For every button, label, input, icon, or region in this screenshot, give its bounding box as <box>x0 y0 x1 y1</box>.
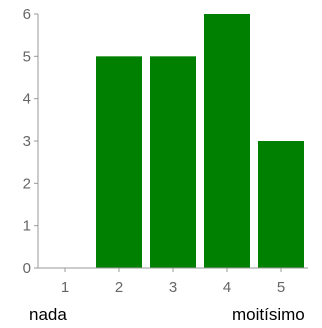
scale-label-low: nada <box>29 305 67 324</box>
x-tick-label: 1 <box>61 279 69 296</box>
scale-label-high: moitísimo <box>232 305 305 324</box>
bar-4 <box>204 14 250 268</box>
y-tick-label: 0 <box>23 260 31 277</box>
bars <box>96 14 304 269</box>
y-tick-label: 3 <box>23 133 31 150</box>
x-tick-label: 2 <box>115 279 123 296</box>
x-tick-label: 4 <box>223 279 231 296</box>
y-tick-label: 5 <box>23 48 31 65</box>
x-axis: 1 2 3 4 5 <box>38 267 308 296</box>
bar-2 <box>96 56 142 269</box>
x-tick-label: 3 <box>169 279 177 296</box>
y-tick-label: 6 <box>23 6 31 23</box>
y-tick-label: 2 <box>23 175 31 192</box>
bar-chart: 0 1 2 3 4 5 6 1 2 3 4 5 <box>23 6 308 296</box>
bar-3 <box>150 56 196 269</box>
y-tick-label: 4 <box>23 91 31 108</box>
x-tick-label: 5 <box>277 279 285 296</box>
y-tick-label: 1 <box>23 218 31 235</box>
bar-5 <box>258 141 304 268</box>
y-axis: 0 1 2 3 4 5 6 <box>23 6 39 277</box>
